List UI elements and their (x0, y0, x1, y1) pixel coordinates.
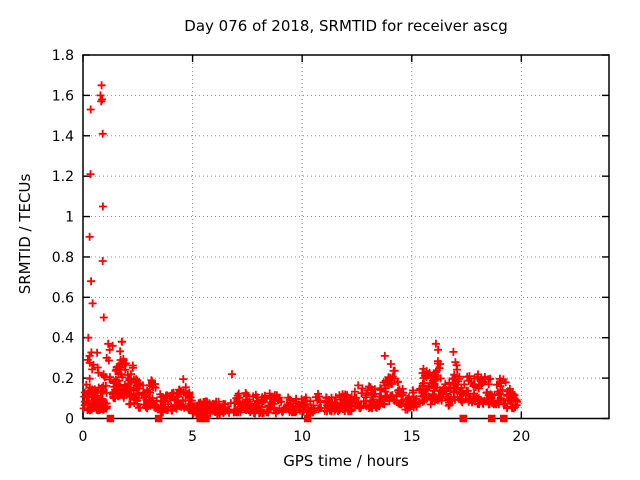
plot-border (82, 54, 610, 420)
zero-flag-marker (487, 414, 496, 423)
x-tick-label: 10 (293, 429, 311, 445)
y-tick-label: 0.4 (52, 331, 74, 347)
zero-flag-marker (303, 414, 312, 423)
x-axis-label: GPS time / hours (283, 452, 409, 470)
y-axis-label: SRMTID / TECUs (16, 173, 34, 295)
x-tick-label: 15 (403, 429, 421, 445)
y-tick-label: 0 (65, 412, 74, 428)
y-tick-label: 1.6 (52, 88, 74, 104)
y-tick-label: 0.2 (52, 371, 74, 387)
y-tick-label: 1.8 (52, 48, 74, 64)
zero-flag-marker (154, 414, 163, 423)
x-tick-label: 5 (188, 429, 197, 445)
zero-flag-marker (201, 414, 210, 423)
x-tick-label: 0 (79, 429, 88, 445)
scatter-points (79, 81, 522, 419)
y-tick-label: 0.6 (52, 290, 74, 306)
zero-flag-marker (106, 414, 115, 423)
x-tick-label: 20 (512, 429, 530, 445)
zero-flag-marker (500, 414, 508, 423)
y-tick-label: 0.8 (52, 250, 74, 266)
zero-flag-marker (459, 414, 468, 423)
y-tick-label: 1 (65, 210, 74, 226)
y-tick-label: 1.4 (52, 129, 74, 145)
zero-flag-marker (196, 414, 205, 423)
chart-title: Day 076 of 2018, SRMTID for receiver asc… (184, 17, 508, 35)
y-tick-label: 1.2 (52, 169, 74, 185)
